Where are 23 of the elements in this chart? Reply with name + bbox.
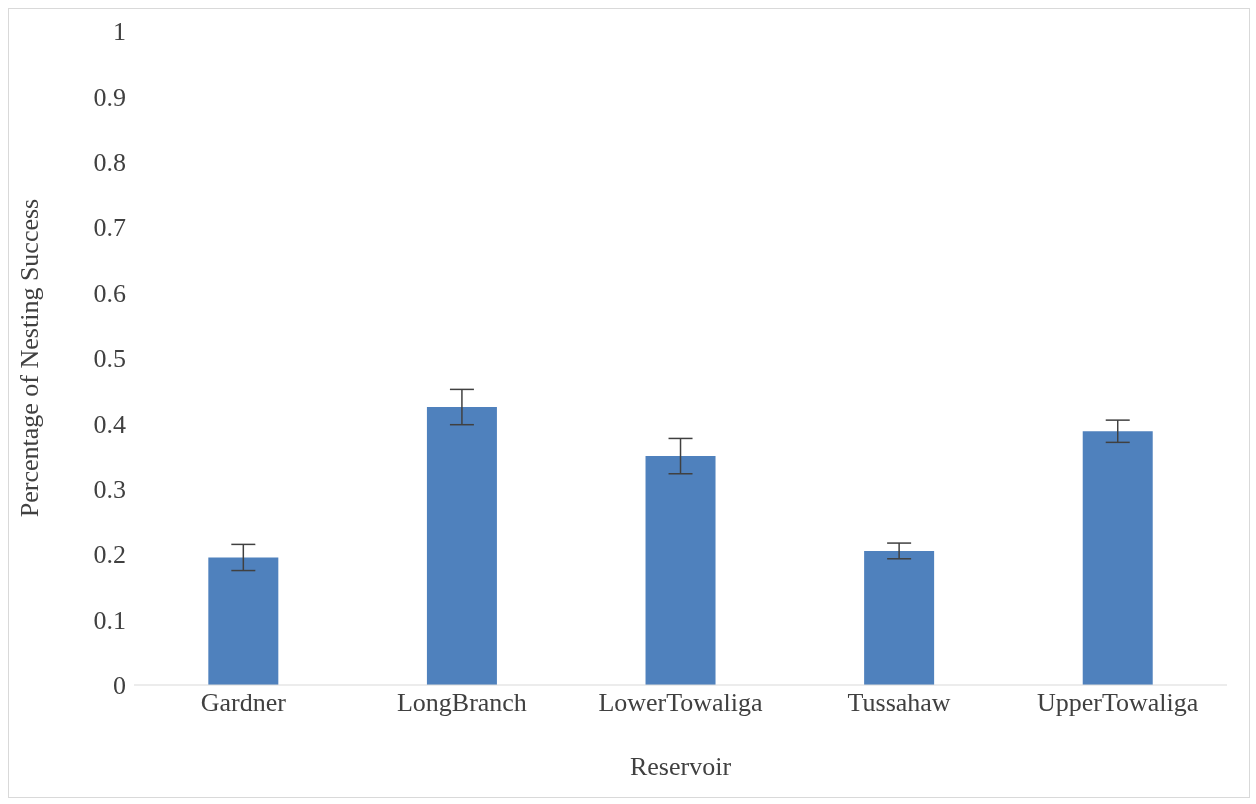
y-axis-title: Percentage of Nesting Success — [15, 198, 45, 518]
x-tick-label: LongBranch — [396, 688, 527, 718]
y-tick-label: 0.3 — [93, 475, 126, 505]
bar — [1082, 431, 1153, 685]
y-tick-label: 0.9 — [93, 82, 126, 112]
bar — [645, 456, 716, 685]
y-tick-label: 0.1 — [93, 605, 126, 635]
x-tick-label: UpperTowaliga — [1037, 688, 1199, 718]
bar — [426, 407, 497, 685]
y-tick-label: 0 — [113, 671, 126, 701]
x-tick-label: Gardner — [200, 688, 287, 718]
x-tick-label: Tussahaw — [847, 688, 951, 718]
x-tick-label: LowerTowaliga — [598, 688, 764, 718]
y-tick-label: 0.6 — [93, 278, 126, 308]
y-tick-label: 0.8 — [93, 148, 126, 178]
y-tick-label: 0.4 — [93, 409, 126, 439]
y-tick-label: 0.2 — [93, 540, 126, 570]
bar — [208, 557, 279, 685]
y-tick-label: 1 — [113, 17, 126, 47]
y-tick-label: 0.5 — [93, 344, 126, 374]
x-axis-title: Reservoir — [629, 752, 732, 781]
y-tick-label: 0.7 — [93, 213, 126, 243]
bar — [864, 550, 935, 685]
